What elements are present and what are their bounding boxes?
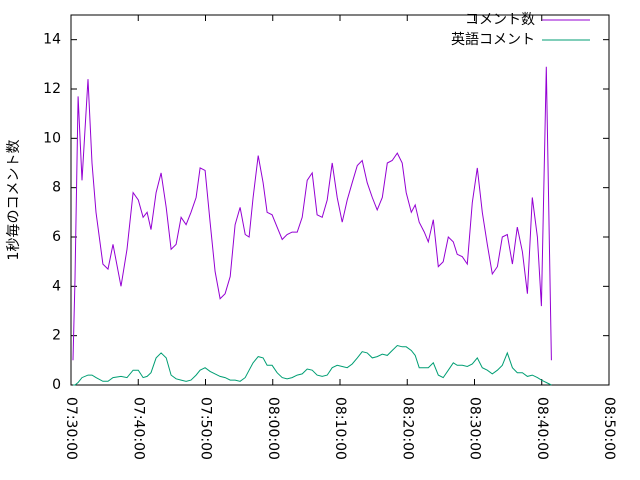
x-tick-label: 07:50:00 bbox=[198, 397, 214, 460]
x-tick-label: 08:30:00 bbox=[467, 397, 483, 460]
y-tick-label: 6 bbox=[52, 229, 61, 245]
x-tick-label: 08:10:00 bbox=[332, 397, 348, 460]
y-tick-label: 2 bbox=[52, 328, 61, 344]
x-tick-label: 07:40:00 bbox=[130, 397, 146, 460]
y-tick-label: 14 bbox=[43, 32, 61, 48]
y-tick-label: 8 bbox=[52, 180, 61, 196]
x-tick-label: 08:40:00 bbox=[534, 397, 550, 460]
x-tick-label: 08:20:00 bbox=[399, 397, 415, 460]
plot-frame bbox=[70, 14, 610, 386]
y-tick-label: 10 bbox=[43, 130, 61, 146]
data-line bbox=[73, 344, 552, 386]
y-tick-label: 0 bbox=[52, 377, 61, 393]
y-tick-label: 4 bbox=[52, 278, 61, 294]
x-tick-label: 07:30:00 bbox=[63, 397, 79, 460]
y-axis-label: 1秒毎のコメント数 bbox=[6, 140, 22, 261]
data-line bbox=[72, 66, 552, 361]
legend-label: 英語コメント bbox=[451, 31, 535, 48]
x-tick-label: 08:50:00 bbox=[601, 397, 617, 460]
legend-label: コメント数 bbox=[465, 12, 535, 28]
y-tick-label: 12 bbox=[43, 81, 61, 97]
x-tick-label: 08:00:00 bbox=[265, 397, 281, 460]
